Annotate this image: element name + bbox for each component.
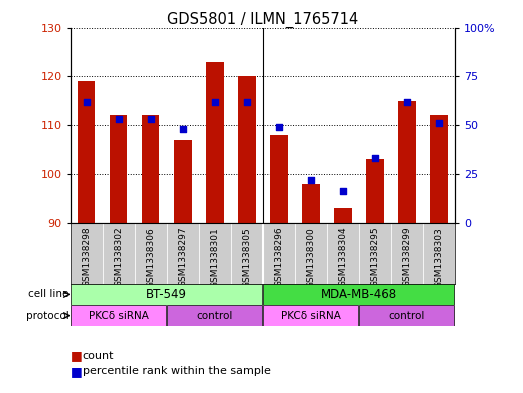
Title: GDS5801 / ILMN_1765714: GDS5801 / ILMN_1765714 <box>167 11 358 28</box>
Text: count: count <box>83 351 114 361</box>
Point <box>178 126 187 132</box>
Bar <box>295 222 327 284</box>
Bar <box>391 222 423 284</box>
Point <box>83 99 91 105</box>
Bar <box>78 81 95 222</box>
Point <box>211 99 219 105</box>
Bar <box>199 222 231 284</box>
Bar <box>270 135 288 222</box>
Point <box>371 155 379 161</box>
Text: GSM1338298: GSM1338298 <box>82 227 91 287</box>
Bar <box>231 222 263 284</box>
Bar <box>71 305 166 326</box>
Text: BT-549: BT-549 <box>146 288 187 301</box>
Text: GSM1338300: GSM1338300 <box>306 227 315 288</box>
Text: protocol: protocol <box>26 310 69 321</box>
Bar <box>263 222 295 284</box>
Bar <box>398 101 416 222</box>
Text: GSM1338297: GSM1338297 <box>178 227 187 287</box>
Text: percentile rank within the sample: percentile rank within the sample <box>83 366 270 376</box>
Bar <box>423 222 455 284</box>
Text: cell line: cell line <box>28 289 69 299</box>
Text: GSM1338303: GSM1338303 <box>435 227 444 288</box>
Point <box>306 176 315 183</box>
Bar <box>302 184 320 222</box>
Text: GSM1338301: GSM1338301 <box>210 227 219 288</box>
Bar <box>71 222 103 284</box>
Point <box>243 99 251 105</box>
Text: PKCδ siRNA: PKCδ siRNA <box>281 310 341 321</box>
Text: ■: ■ <box>71 365 82 378</box>
Text: GSM1338304: GSM1338304 <box>338 227 347 287</box>
Bar <box>430 115 448 222</box>
Bar <box>167 305 262 326</box>
Text: GSM1338305: GSM1338305 <box>242 227 251 288</box>
Text: GSM1338295: GSM1338295 <box>370 227 379 287</box>
Bar <box>238 76 256 222</box>
Text: GSM1338302: GSM1338302 <box>114 227 123 287</box>
Point <box>339 188 347 195</box>
Bar <box>142 115 160 222</box>
Text: ■: ■ <box>71 349 82 362</box>
Bar <box>110 115 128 222</box>
Text: MDA-MB-468: MDA-MB-468 <box>321 288 397 301</box>
Text: GSM1338299: GSM1338299 <box>403 227 412 287</box>
Bar <box>359 305 454 326</box>
Bar <box>327 222 359 284</box>
Text: control: control <box>197 310 233 321</box>
Text: GSM1338296: GSM1338296 <box>275 227 283 287</box>
Point <box>435 120 443 126</box>
Text: control: control <box>389 310 425 321</box>
Point <box>403 99 411 105</box>
Text: GSM1338306: GSM1338306 <box>146 227 155 288</box>
Bar <box>334 208 351 222</box>
Bar <box>263 305 358 326</box>
Bar <box>263 284 454 305</box>
Bar <box>167 222 199 284</box>
Bar <box>359 222 391 284</box>
Point <box>115 116 123 122</box>
Bar <box>103 222 135 284</box>
Bar <box>71 284 262 305</box>
Bar <box>174 140 191 222</box>
Text: PKCδ siRNA: PKCδ siRNA <box>89 310 149 321</box>
Bar <box>206 62 223 222</box>
Bar <box>135 222 167 284</box>
Point <box>275 124 283 130</box>
Point <box>146 116 155 122</box>
Bar <box>366 159 384 222</box>
